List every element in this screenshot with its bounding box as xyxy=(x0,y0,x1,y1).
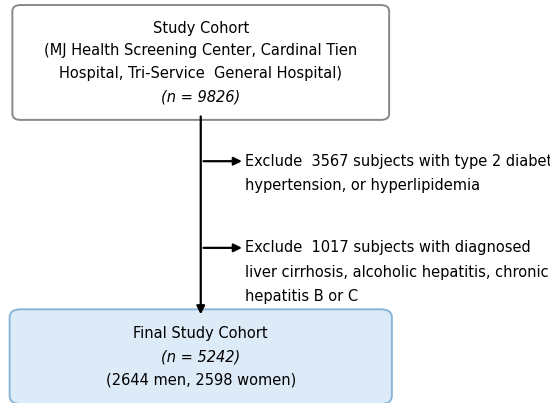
Text: (n = 9826): (n = 9826) xyxy=(161,89,240,104)
FancyBboxPatch shape xyxy=(12,5,389,120)
Text: (2644 men, 2598 women): (2644 men, 2598 women) xyxy=(106,372,296,387)
Text: Exclude  1017 subjects with diagnosed: Exclude 1017 subjects with diagnosed xyxy=(245,240,531,256)
Text: Hospital, Tri-Service  General Hospital): Hospital, Tri-Service General Hospital) xyxy=(59,66,342,81)
Text: hepatitis B or C: hepatitis B or C xyxy=(245,289,358,304)
Text: hypertension, or hyperlipidemia: hypertension, or hyperlipidemia xyxy=(245,178,480,193)
Text: liver cirrhosis, alcoholic hepatitis, chronic: liver cirrhosis, alcoholic hepatitis, ch… xyxy=(245,264,548,280)
Text: (n = 5242): (n = 5242) xyxy=(161,349,240,364)
Text: Final Study Cohort: Final Study Cohort xyxy=(134,326,268,341)
Text: (MJ Health Screening Center, Cardinal Tien: (MJ Health Screening Center, Cardinal Ti… xyxy=(44,44,358,58)
Text: Study Cohort: Study Cohort xyxy=(153,21,249,35)
FancyBboxPatch shape xyxy=(9,310,392,403)
Text: Exclude  3567 subjects with type 2 diabetes,: Exclude 3567 subjects with type 2 diabet… xyxy=(245,154,550,169)
